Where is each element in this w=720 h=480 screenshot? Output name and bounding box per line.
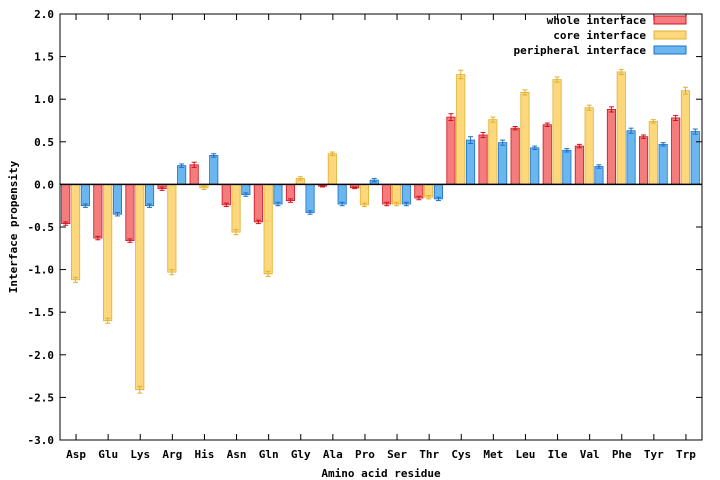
bar-1-ile: [542, 124, 552, 185]
x-tick-label-his: His: [195, 448, 215, 461]
plot-frame: [59, 13, 703, 441]
legend-swatch-1: [653, 15, 687, 25]
y-tick-label: 0.0: [34, 178, 54, 191]
bar-1-leu: [510, 127, 520, 185]
x-tick-label-lys: Lys: [130, 448, 150, 461]
bar-3-ile: [562, 149, 572, 185]
x-tick-label-tyr: Tyr: [644, 448, 664, 461]
x-tick-label-asn: Asn: [227, 448, 247, 461]
ticks-layer: -3.0 -2.5 -2.0 -1.5 -1.0 -0.5 0.0 0.5 1.0 1.5 2.0 A…: [28, 8, 702, 461]
bar-2-leu: [520, 91, 530, 185]
bar-3-met: [498, 142, 508, 185]
x-tick-label-ala: Ala: [323, 448, 343, 461]
bars-layer: [61, 68, 700, 394]
x-tick-label-thr: Thr: [419, 448, 439, 461]
bar-2-met: [488, 119, 498, 185]
x-tick-label-ile: Ile: [548, 448, 568, 461]
bar-2-ile: [552, 79, 562, 185]
x-tick-label-gln: Gln: [259, 448, 279, 461]
bar-2-val: [584, 107, 594, 185]
bar-3-asp: [80, 183, 90, 207]
bar-2-trp: [680, 90, 690, 185]
x-tick-label-val: Val: [580, 448, 600, 461]
legend-label-3: peripheral interface: [514, 44, 647, 57]
y-tick-label: -0.5: [28, 221, 55, 234]
bar-3-val: [594, 166, 604, 185]
bar-3-ala: [337, 183, 347, 205]
x-tick-label-cys: Cys: [451, 448, 471, 461]
bar-2-cys: [456, 74, 466, 185]
bar-1-trp: [671, 117, 681, 185]
bar-3-gly: [305, 183, 315, 213]
bar-1-lys: [125, 183, 135, 242]
bar-2-arg: [167, 183, 177, 273]
bar-3-his: [209, 155, 219, 185]
bar-3-glu: [112, 183, 123, 215]
bar-1-met: [478, 134, 488, 185]
x-tick-label-met: Met: [483, 448, 503, 461]
y-tick-label: -2.0: [28, 349, 55, 362]
bar-2-ser: [391, 183, 402, 205]
y-tick-label: -2.5: [28, 391, 55, 404]
bar-1-cys: [446, 116, 456, 185]
bar-3-leu: [530, 147, 540, 185]
legend-label-1: whole interface: [547, 14, 647, 27]
bar-3-tyr: [658, 143, 668, 185]
y-tick-label: 1.5: [34, 51, 54, 64]
legend: whole interface core interface peripheral …: [514, 14, 687, 57]
y-tick-label: -3.0: [28, 434, 55, 447]
x-tick-label-gly: Gly: [291, 448, 311, 461]
bar-2-glu: [103, 183, 113, 322]
x-tick-label-trp: Trp: [676, 448, 696, 461]
bar-2-phe: [616, 71, 626, 185]
x-tick-label-asp: Asp: [66, 448, 86, 461]
x-tick-label-arg: Arg: [162, 448, 182, 461]
bar-2-lys: [135, 183, 145, 391]
legend-swatch-3: [653, 45, 687, 55]
legend-swatch-2: [653, 30, 687, 40]
bar-1-glu: [93, 183, 103, 239]
bar-2-pro: [359, 183, 369, 206]
y-tick-label: 0.5: [34, 136, 54, 149]
y-tick-label: 2.0: [34, 8, 54, 21]
y-tick-label: -1.0: [28, 264, 55, 277]
bar-3-cys: [465, 139, 476, 185]
bar-1-gly: [285, 183, 295, 201]
bar-2-asp: [71, 183, 81, 281]
x-tick-label-leu: Leu: [516, 448, 536, 461]
y-tick-label: 1.0: [34, 93, 54, 106]
bar-1-asp: [61, 183, 71, 224]
x-tick-label-ser: Ser: [387, 448, 407, 461]
bar-1-val: [574, 145, 584, 185]
bar-3-arg: [177, 165, 187, 185]
y-tick-label: -1.5: [28, 306, 55, 319]
bar-1-asn: [221, 183, 231, 206]
bar-1-gln: [253, 183, 263, 223]
bar-3-lys: [144, 183, 155, 207]
y-axis-label: Interface propensity: [7, 160, 20, 293]
x-tick-label-pro: Pro: [355, 448, 375, 461]
bar-2-asn: [231, 183, 241, 233]
x-tick-label-glu: Glu: [98, 448, 118, 461]
bar-2-ala: [327, 153, 337, 185]
bar-2-tyr: [648, 120, 658, 185]
legend-label-2: core interface: [553, 29, 646, 42]
x-tick-label-phe: Phe: [612, 448, 632, 461]
bar-3-gln: [273, 183, 283, 205]
bar-2-gln: [263, 183, 273, 275]
bar-3-ser: [401, 183, 411, 205]
bar-1-tyr: [639, 136, 649, 185]
bar-1-ser: [382, 183, 392, 205]
x-axis-label: Amino acid residue: [321, 467, 441, 480]
bar-1-phe: [606, 109, 616, 185]
bar-3-trp: [690, 131, 700, 185]
bar-3-phe: [626, 130, 636, 185]
